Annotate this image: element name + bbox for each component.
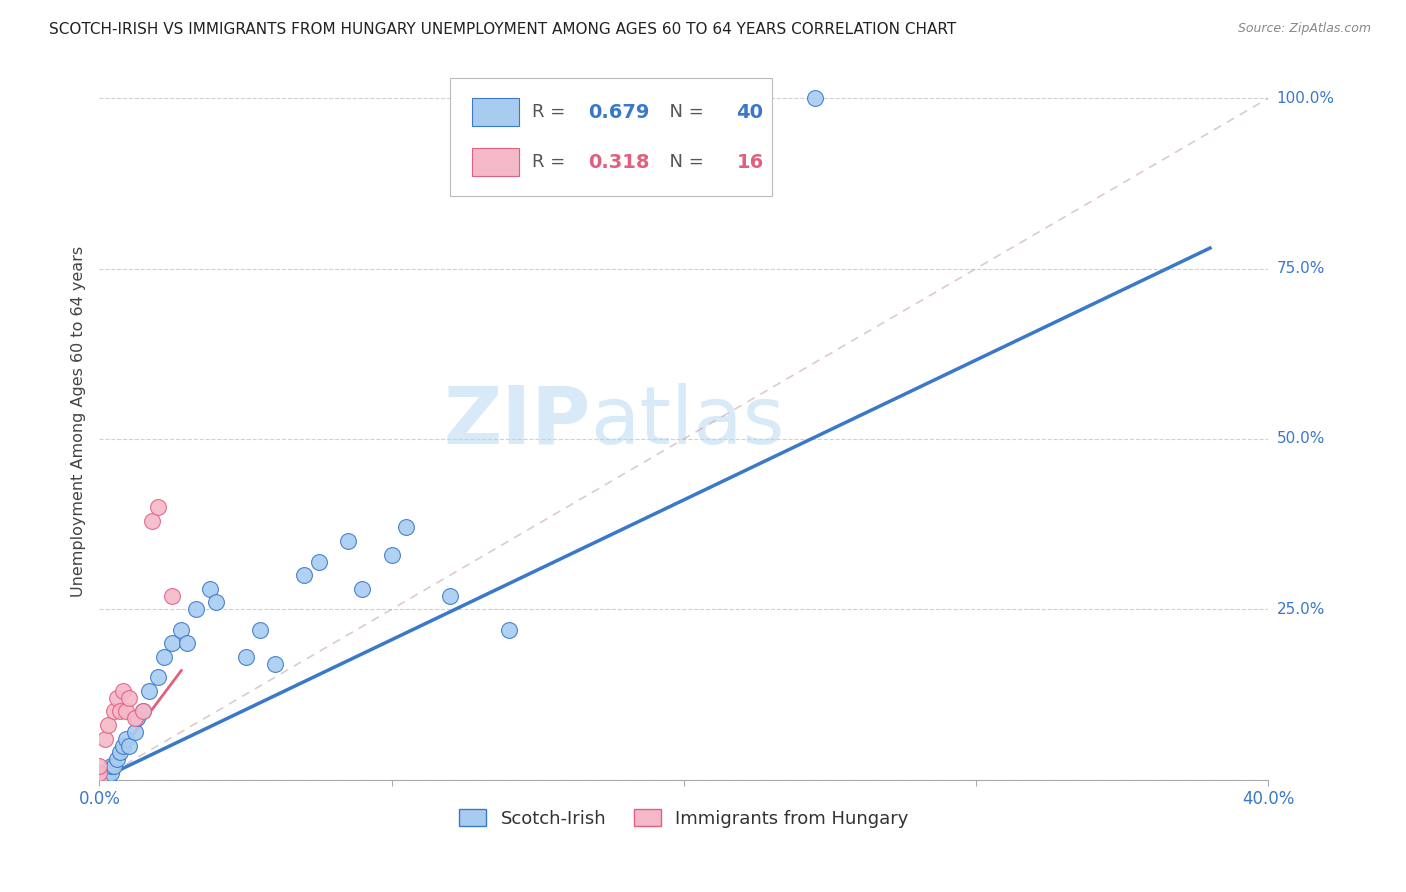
Point [162, 589, 184, 603]
Point [336, 534, 359, 549]
Text: N =: N = [658, 103, 710, 121]
Point [89, 772, 111, 787]
Point [108, 705, 131, 719]
Point [114, 731, 136, 746]
Point [100, 759, 122, 773]
Point [97, 718, 120, 732]
Point [89, 759, 111, 773]
Point [100, 765, 122, 780]
Legend: Scotch-Irish, Immigrants from Hungary: Scotch-Irish, Immigrants from Hungary [453, 802, 915, 835]
Point [111, 739, 134, 753]
Point [162, 636, 184, 650]
Point [249, 623, 271, 637]
Point [89, 772, 111, 787]
Point [152, 649, 174, 664]
Point [89, 765, 111, 780]
Point [103, 759, 125, 773]
Point [114, 705, 136, 719]
Text: atlas: atlas [591, 383, 785, 461]
Point [132, 705, 155, 719]
Text: 0.679: 0.679 [588, 103, 650, 121]
Point [89, 772, 111, 787]
Point [124, 725, 146, 739]
Text: Source: ZipAtlas.com: Source: ZipAtlas.com [1237, 22, 1371, 36]
Point [89, 765, 111, 780]
Point [118, 739, 141, 753]
Point [292, 568, 315, 582]
FancyBboxPatch shape [472, 148, 519, 177]
Text: 75.0%: 75.0% [1277, 261, 1324, 276]
Point [111, 684, 134, 698]
Y-axis label: Unemployment Among Ages 60 to 64 years: Unemployment Among Ages 60 to 64 years [72, 246, 86, 598]
Text: 0.318: 0.318 [588, 153, 650, 171]
Text: 25.0%: 25.0% [1277, 602, 1324, 616]
Point [105, 690, 128, 705]
Point [352, 582, 374, 596]
Text: 40: 40 [737, 103, 763, 121]
Point [146, 500, 169, 514]
FancyBboxPatch shape [472, 98, 519, 127]
Point [94, 731, 117, 746]
Text: 16: 16 [737, 153, 763, 171]
Point [89, 765, 111, 780]
Point [118, 690, 141, 705]
Point [381, 548, 404, 562]
Text: SCOTCH-IRISH VS IMMIGRANTS FROM HUNGARY UNEMPLOYMENT AMONG AGES 60 TO 64 YEARS C: SCOTCH-IRISH VS IMMIGRANTS FROM HUNGARY … [49, 22, 956, 37]
Text: N =: N = [658, 153, 710, 171]
Point [205, 595, 228, 609]
Point [176, 636, 198, 650]
Point [105, 752, 128, 766]
Point [138, 684, 160, 698]
Point [804, 91, 827, 105]
Point [141, 514, 163, 528]
Point [184, 602, 207, 616]
Point [263, 657, 285, 671]
Point [132, 705, 155, 719]
Text: 100.0%: 100.0% [1277, 91, 1334, 105]
Point [439, 589, 461, 603]
Text: R =: R = [531, 153, 571, 171]
Point [498, 623, 520, 637]
Text: R =: R = [531, 103, 571, 121]
Point [308, 555, 330, 569]
Point [97, 772, 120, 787]
FancyBboxPatch shape [450, 78, 772, 196]
Point [127, 711, 149, 725]
Point [170, 623, 193, 637]
Text: ZIP: ZIP [443, 383, 591, 461]
Point [108, 745, 131, 759]
Point [124, 711, 146, 725]
Point [235, 649, 257, 664]
Point [103, 705, 125, 719]
Text: 50.0%: 50.0% [1277, 432, 1324, 446]
Point [395, 520, 418, 534]
Point [200, 582, 222, 596]
Point [731, 91, 754, 105]
Point [89, 772, 111, 787]
Point [146, 670, 169, 684]
Point [97, 765, 120, 780]
